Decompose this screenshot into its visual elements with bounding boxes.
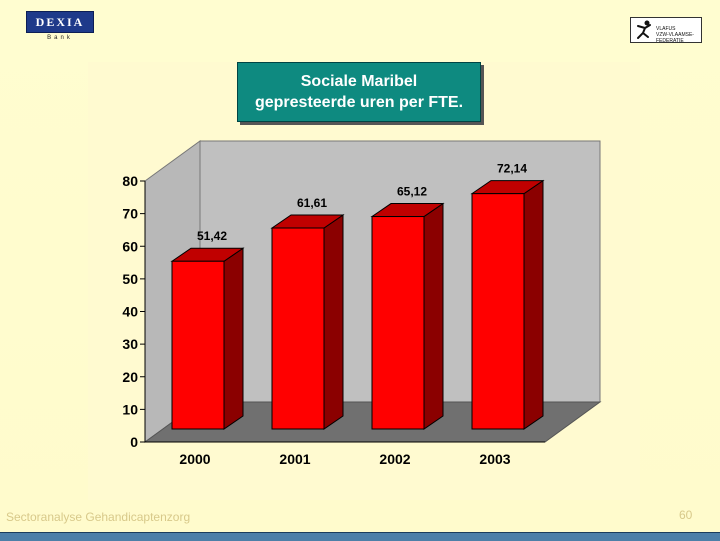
dexia-logo-text: DEXIA (35, 14, 85, 29)
data-label: 51,42 (197, 229, 227, 243)
page-number: 60 (679, 508, 693, 522)
y-tick-label: 70 (122, 206, 138, 222)
bar-side (523, 179, 544, 430)
person-figure-icon (637, 20, 651, 39)
y-tick-label: 40 (122, 304, 138, 320)
dexia-logo-subtext: Bank (47, 35, 73, 41)
chart-title-line2: gepresteerde uren per FTE. (254, 94, 464, 111)
bar (271, 227, 325, 430)
vlafus-logo-line1: VLAFUS (656, 26, 676, 32)
bar (171, 260, 225, 430)
y-tick-label: 50 (122, 271, 138, 287)
vlafus-logo-line2: VZW-VLAAMSE-FEDERATIE (656, 32, 694, 44)
y-tick-label: 80 (122, 173, 138, 189)
dexia-logo-box: DEXIA (26, 11, 94, 33)
data-label: 72,14 (497, 162, 527, 176)
footer-title: Sectoranalyse Gehandicaptenzorg (6, 510, 191, 524)
bar-side (223, 247, 244, 430)
y-tick-label: 0 (130, 434, 138, 450)
data-label: 61,61 (297, 196, 327, 210)
chart-title-box: Sociale Maribel gepresteerde uren per FT… (237, 62, 481, 122)
dexia-logo: DEXIA Bank (26, 11, 94, 41)
x-tick-label: 2000 (179, 451, 210, 467)
data-label: 65,12 (397, 185, 427, 199)
bar-side (323, 214, 344, 430)
chart-title-line1: Sociale Maribel (300, 73, 418, 90)
x-tick-label: 2002 (379, 451, 410, 467)
bottom-bar (0, 532, 720, 541)
x-tick-label: 2003 (479, 451, 510, 467)
bar (471, 193, 525, 430)
y-tick-label: 10 (122, 401, 138, 417)
vlafus-logo-text: VLAFUS VZW-VLAAMSE-FEDERATIE (656, 26, 701, 44)
y-tick-label: 30 (122, 336, 138, 352)
vlafus-logo: VLAFUS VZW-VLAAMSE-FEDERATIE (630, 17, 702, 44)
x-tick-label: 2001 (279, 451, 310, 467)
bar-side (423, 202, 444, 430)
y-tick-label: 20 (122, 369, 138, 385)
bar (371, 216, 425, 430)
y-tick-label: 60 (122, 238, 138, 254)
